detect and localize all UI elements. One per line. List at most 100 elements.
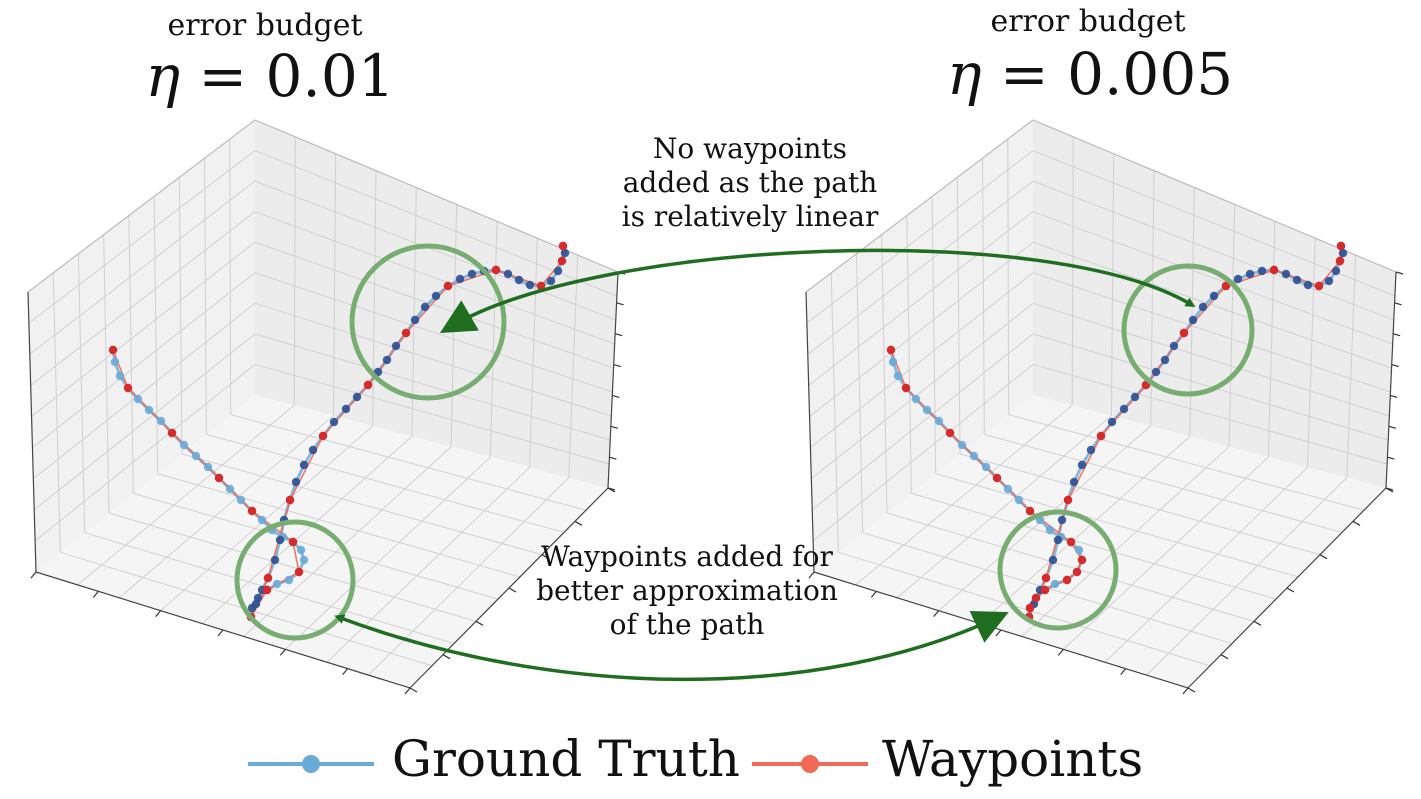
ground-truth-point bbox=[284, 575, 294, 585]
grid-line bbox=[855, 253, 864, 533]
grid-line bbox=[935, 473, 1299, 578]
waypoint-point bbox=[901, 383, 911, 393]
z-tick bbox=[1387, 456, 1395, 460]
left-eta-title: η = 0.01 bbox=[120, 42, 420, 110]
ground-truth-point bbox=[1053, 535, 1063, 545]
left-eta-value: = 0.01 bbox=[198, 42, 395, 110]
plot-3d-right bbox=[805, 119, 1404, 695]
grid-line bbox=[1008, 414, 1365, 511]
ground-truth-point bbox=[1151, 367, 1161, 377]
grid-line bbox=[108, 512, 477, 622]
z-tick bbox=[616, 302, 624, 306]
ground-truth-point bbox=[455, 274, 465, 284]
pane-edge bbox=[805, 119, 1397, 293]
grid-line bbox=[811, 333, 1034, 511]
grid-line bbox=[896, 415, 1112, 599]
waypoint-point bbox=[945, 428, 955, 438]
waypoint-point bbox=[1221, 281, 1231, 291]
z-tick bbox=[614, 333, 623, 337]
z-tick bbox=[1388, 425, 1397, 429]
waypoint-point bbox=[1179, 328, 1189, 338]
grid-line bbox=[372, 170, 377, 427]
ground-truth-point bbox=[1257, 266, 1267, 276]
pane-left bbox=[28, 120, 255, 572]
x-tick bbox=[342, 668, 349, 676]
ground-truth-point bbox=[341, 404, 351, 414]
x-tick bbox=[933, 610, 940, 618]
x-tick bbox=[1182, 687, 1189, 695]
grid-line bbox=[326, 466, 530, 663]
grid-line bbox=[157, 473, 521, 578]
ground-truth-point bbox=[257, 515, 267, 525]
grid-line bbox=[243, 446, 452, 637]
grid-line bbox=[956, 177, 961, 455]
grid-line bbox=[1346, 255, 1357, 478]
x-tick bbox=[155, 610, 162, 618]
grid-line bbox=[830, 272, 839, 553]
pane-right bbox=[255, 120, 618, 488]
arrow-linear bbox=[439, 248, 1193, 334]
ground-truth-point bbox=[1169, 341, 1179, 351]
ground-truth-point bbox=[420, 302, 430, 312]
waypoint-point bbox=[443, 281, 453, 291]
ground-truth-point bbox=[179, 440, 189, 450]
grid-line bbox=[52, 272, 61, 553]
ground-truth-point bbox=[275, 535, 285, 545]
pane-right bbox=[1033, 120, 1396, 488]
ground-truth-point bbox=[391, 341, 401, 351]
ground-truth-point bbox=[1198, 302, 1208, 312]
x-tick bbox=[30, 571, 37, 579]
waypoint-point bbox=[1314, 281, 1324, 291]
grid-line bbox=[1267, 221, 1276, 458]
waypoint-point bbox=[1025, 603, 1035, 613]
left-eta-symbol: η bbox=[145, 42, 181, 110]
ground-truth-point bbox=[299, 460, 309, 470]
grid-line bbox=[855, 404, 1073, 586]
grid-line bbox=[1007, 139, 1010, 415]
z-tick bbox=[1391, 363, 1399, 368]
ground-truth-point bbox=[236, 495, 246, 505]
grid-line bbox=[204, 158, 207, 435]
grid-line bbox=[160, 425, 373, 612]
y-tick bbox=[1286, 587, 1295, 593]
ground-truth-point bbox=[1074, 545, 1084, 555]
waypoint-point bbox=[1025, 506, 1035, 516]
legend-waypoints-marker bbox=[801, 755, 819, 773]
grid-line bbox=[959, 453, 1321, 556]
grid-line bbox=[178, 177, 183, 455]
ground-truth-point bbox=[514, 275, 524, 285]
ground-truth-point bbox=[382, 355, 392, 365]
ground-truth-point bbox=[270, 555, 280, 565]
waypoint-point bbox=[1041, 573, 1051, 583]
ground-truth-point bbox=[981, 462, 991, 472]
grid-line bbox=[809, 241, 1034, 417]
right-eta-title: η = 0.005 bbox=[920, 40, 1260, 108]
ground-truth-point bbox=[203, 462, 213, 472]
z-tick bbox=[607, 487, 616, 491]
grid-line bbox=[293, 136, 296, 406]
waypoint-point bbox=[491, 265, 501, 275]
ground-truth-point bbox=[503, 269, 513, 279]
ground-truth-point bbox=[115, 371, 125, 381]
ground-truth-point bbox=[969, 451, 979, 461]
grid-line bbox=[128, 215, 134, 494]
waypoint-point bbox=[123, 383, 133, 393]
ground-truth-point bbox=[191, 451, 201, 461]
ground-truth-point bbox=[133, 394, 143, 404]
grid-line bbox=[1032, 211, 1393, 345]
waypoint-point bbox=[214, 473, 224, 483]
grid-line bbox=[254, 333, 611, 441]
grid-line bbox=[34, 364, 256, 542]
ground-truth-point bbox=[1303, 280, 1313, 290]
grid-line bbox=[254, 363, 610, 465]
annotation-linear-line-3: is relatively linear bbox=[621, 200, 879, 233]
ground-truth-point bbox=[1069, 477, 1079, 487]
y-tick bbox=[1220, 654, 1229, 660]
grid-line bbox=[529, 238, 538, 468]
ground-truth-point bbox=[329, 417, 339, 427]
grid-line bbox=[77, 253, 86, 533]
ground-truth-point bbox=[1057, 515, 1067, 525]
x-tick bbox=[1057, 648, 1064, 656]
ground-truth-point bbox=[1003, 484, 1013, 494]
grid-line bbox=[1032, 302, 1390, 417]
